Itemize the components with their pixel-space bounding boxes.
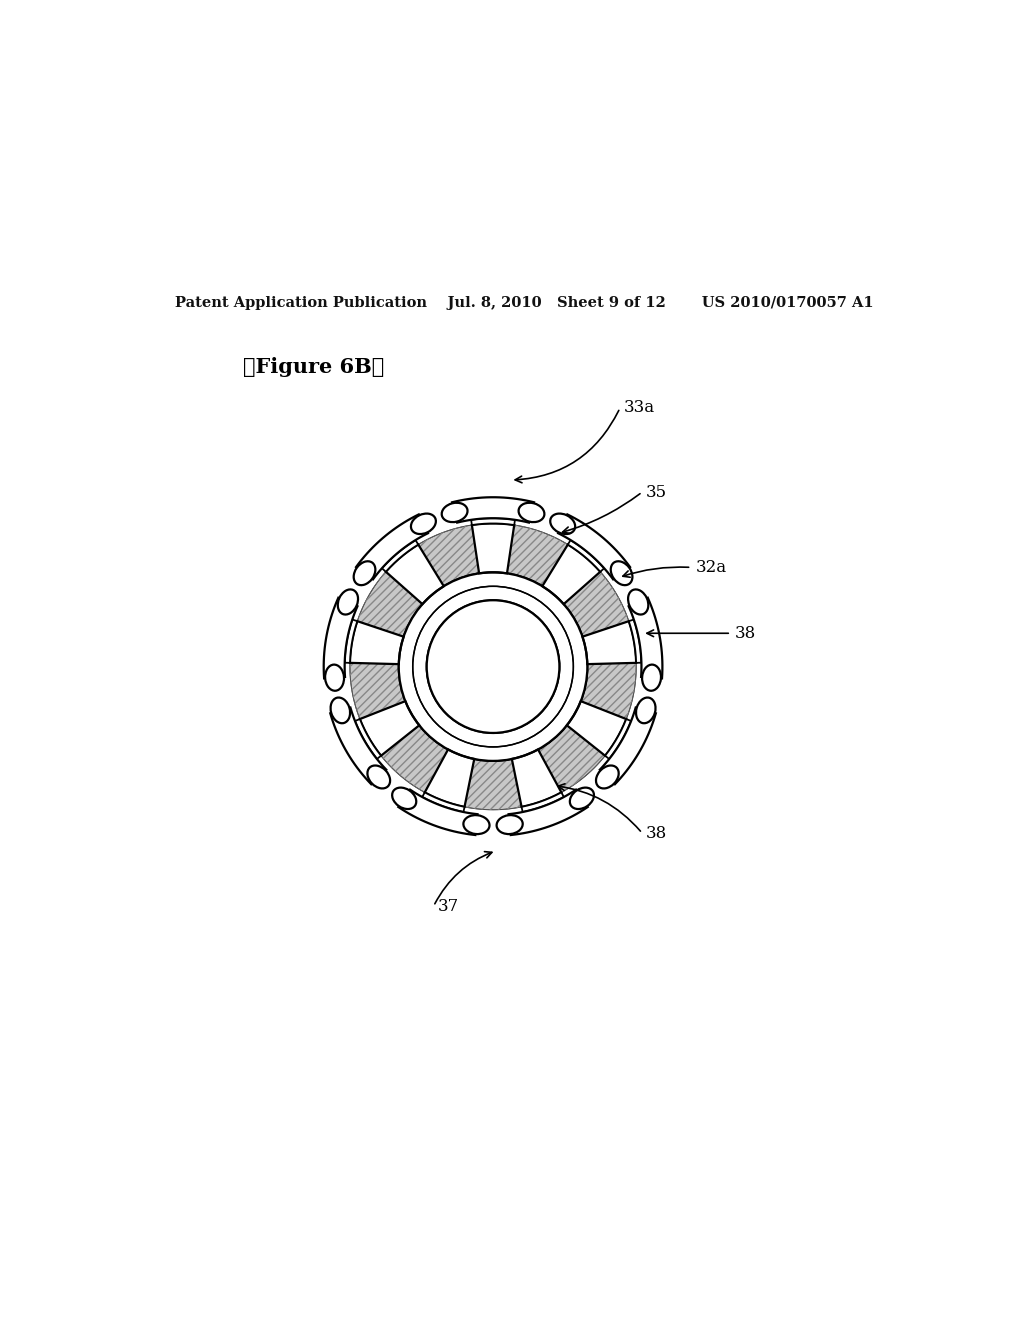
Polygon shape xyxy=(331,708,386,784)
Polygon shape xyxy=(461,742,525,760)
Ellipse shape xyxy=(550,513,575,535)
Polygon shape xyxy=(422,792,465,812)
Polygon shape xyxy=(452,498,535,523)
Polygon shape xyxy=(381,725,449,792)
Ellipse shape xyxy=(569,788,594,809)
Ellipse shape xyxy=(338,590,358,615)
Ellipse shape xyxy=(636,697,655,723)
Polygon shape xyxy=(583,622,636,664)
Polygon shape xyxy=(432,573,494,605)
Polygon shape xyxy=(418,525,479,586)
Polygon shape xyxy=(520,706,574,755)
Polygon shape xyxy=(382,540,418,572)
Polygon shape xyxy=(386,545,443,605)
Polygon shape xyxy=(568,540,604,572)
Ellipse shape xyxy=(325,664,344,690)
Ellipse shape xyxy=(441,503,468,523)
Polygon shape xyxy=(629,619,641,663)
Polygon shape xyxy=(558,515,630,579)
Text: 38: 38 xyxy=(735,624,757,642)
Ellipse shape xyxy=(596,766,618,788)
Polygon shape xyxy=(494,573,554,605)
Polygon shape xyxy=(412,706,466,755)
Polygon shape xyxy=(600,708,655,784)
Polygon shape xyxy=(398,789,477,836)
Ellipse shape xyxy=(464,816,489,834)
Polygon shape xyxy=(425,750,474,807)
Polygon shape xyxy=(509,789,588,836)
Text: 33a: 33a xyxy=(624,400,655,416)
Polygon shape xyxy=(465,759,521,809)
Circle shape xyxy=(427,601,559,733)
Polygon shape xyxy=(357,572,423,636)
Polygon shape xyxy=(472,524,514,573)
Polygon shape xyxy=(324,598,357,678)
Polygon shape xyxy=(350,622,403,664)
Circle shape xyxy=(413,586,573,747)
Ellipse shape xyxy=(497,816,522,834)
Polygon shape xyxy=(512,750,561,807)
Circle shape xyxy=(398,573,588,760)
Text: 37: 37 xyxy=(437,898,459,915)
Polygon shape xyxy=(563,572,629,636)
Polygon shape xyxy=(350,663,406,719)
Polygon shape xyxy=(345,619,357,663)
Ellipse shape xyxy=(642,664,662,690)
Polygon shape xyxy=(359,701,419,756)
Polygon shape xyxy=(471,519,515,525)
Text: 』Figure 6B】: 』Figure 6B】 xyxy=(243,356,384,376)
Polygon shape xyxy=(581,663,636,719)
Polygon shape xyxy=(507,525,568,586)
Text: 38: 38 xyxy=(646,825,668,842)
Ellipse shape xyxy=(610,561,633,585)
Polygon shape xyxy=(355,719,381,759)
Ellipse shape xyxy=(518,503,545,523)
Text: Patent Application Publication    Jul. 8, 2010   Sheet 9 of 12       US 2010/017: Patent Application Publication Jul. 8, 2… xyxy=(175,296,874,310)
Polygon shape xyxy=(629,598,663,678)
Ellipse shape xyxy=(411,513,436,535)
Ellipse shape xyxy=(353,561,376,585)
Polygon shape xyxy=(567,701,627,756)
Polygon shape xyxy=(521,792,564,812)
Polygon shape xyxy=(605,719,631,759)
Polygon shape xyxy=(543,545,600,605)
Ellipse shape xyxy=(628,590,648,615)
Ellipse shape xyxy=(331,697,350,723)
Polygon shape xyxy=(562,651,588,714)
Polygon shape xyxy=(356,515,428,579)
Polygon shape xyxy=(398,651,424,714)
Polygon shape xyxy=(538,725,605,792)
Polygon shape xyxy=(545,594,586,652)
Circle shape xyxy=(427,601,559,733)
Ellipse shape xyxy=(368,766,390,788)
Polygon shape xyxy=(400,594,441,652)
Text: 32a: 32a xyxy=(695,558,727,576)
Text: 35: 35 xyxy=(646,483,668,500)
Ellipse shape xyxy=(392,788,417,809)
